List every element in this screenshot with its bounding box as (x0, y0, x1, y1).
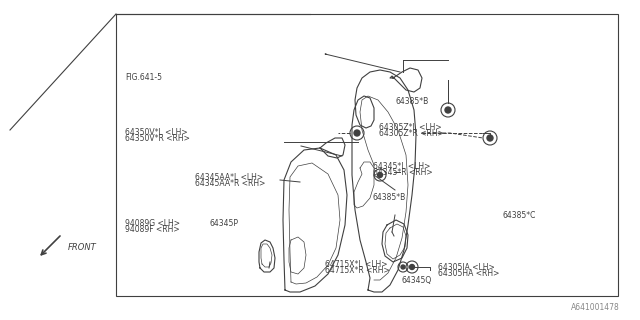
Text: 64345*L <LH>: 64345*L <LH> (373, 162, 431, 171)
Text: 64350V*R <RH>: 64350V*R <RH> (125, 134, 189, 143)
Circle shape (487, 135, 493, 141)
Text: 94089F <RH>: 94089F <RH> (125, 225, 179, 234)
Text: FIG.641-5: FIG.641-5 (125, 73, 162, 82)
Text: A641001478: A641001478 (572, 303, 620, 312)
Text: 64385*C: 64385*C (502, 211, 536, 220)
Text: 64715X*R <RH>: 64715X*R <RH> (325, 266, 390, 275)
Circle shape (378, 172, 383, 178)
Circle shape (445, 107, 451, 113)
Text: 64345Q: 64345Q (402, 276, 432, 285)
Text: 64345AA*R <RH>: 64345AA*R <RH> (195, 179, 266, 188)
Text: 64350V*L <LH>: 64350V*L <LH> (125, 128, 188, 137)
Text: 64305IA <LH>: 64305IA <LH> (438, 263, 495, 272)
Text: 64305HA <RH>: 64305HA <RH> (438, 269, 500, 278)
Bar (116, 14, 618, 296)
Text: 64305Z*L <LH>: 64305Z*L <LH> (379, 124, 442, 132)
Text: 64385*B: 64385*B (372, 193, 406, 202)
Circle shape (410, 265, 415, 269)
Text: 64345P: 64345P (210, 219, 239, 228)
Circle shape (401, 265, 405, 269)
Text: 64715X*L <LH>: 64715X*L <LH> (325, 260, 388, 269)
Circle shape (354, 130, 360, 136)
Text: 64305Z*R <RH>: 64305Z*R <RH> (379, 129, 444, 138)
Text: 94089G <LH>: 94089G <LH> (125, 220, 180, 228)
Text: FRONT: FRONT (68, 244, 97, 252)
Text: 64345AA*L <LH>: 64345AA*L <LH> (195, 173, 263, 182)
Text: 64345*R <RH>: 64345*R <RH> (373, 168, 433, 177)
Text: 64385*B: 64385*B (396, 97, 429, 106)
